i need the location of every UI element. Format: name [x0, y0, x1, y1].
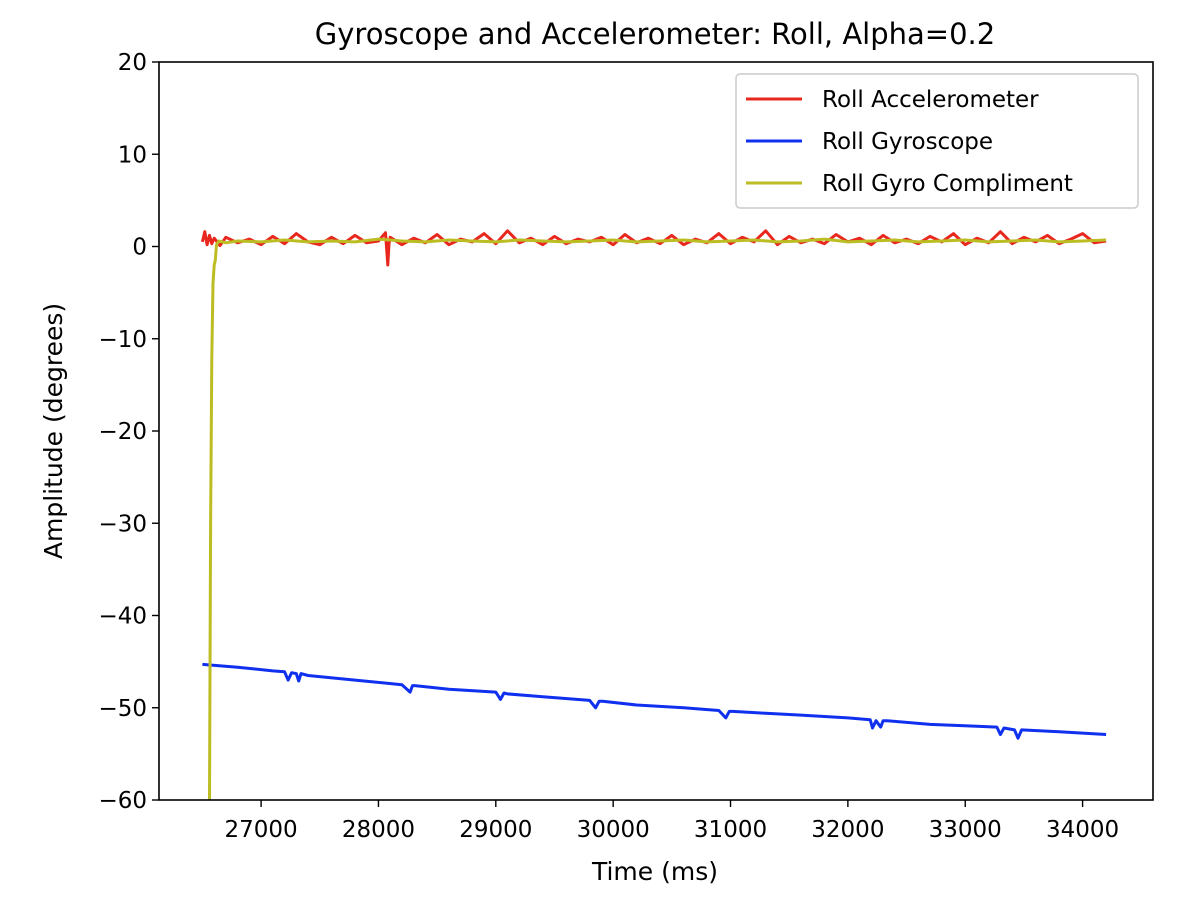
x-tick-label: 27000: [225, 817, 298, 843]
plot-area: [200, 229, 1107, 800]
chart-title: Gyroscope and Accelerometer: Roll, Alpha…: [315, 17, 995, 51]
x-tick-label: 34000: [1046, 817, 1119, 843]
x-tick-label: 30000: [577, 817, 650, 843]
y-tick-label: −60: [98, 788, 147, 814]
axes: 27000 28000 29000 30000 31000 32000 33000 34000…: [98, 50, 1154, 843]
x-tick-label: 32000: [811, 817, 884, 843]
y-axis-label: Amplitude (degrees): [39, 303, 68, 559]
series-line-1: [200, 229, 1107, 267]
legend-label-2: Roll Gyroscope: [822, 129, 993, 155]
y-tick-label: −20: [98, 419, 147, 445]
y-tick-label: −40: [98, 604, 147, 630]
series-line-2: [202, 662, 1107, 740]
series-line-3: [208, 237, 1107, 800]
x-tick-label: 33000: [929, 817, 1002, 843]
legend: Roll Accelerometer Roll Gyroscope Roll Gyr…: [735, 73, 1139, 209]
y-tick-label: 0: [132, 235, 147, 261]
x-axis-label: Time (ms): [591, 857, 718, 886]
y-tick-label: 20: [118, 50, 147, 76]
y-tick-label: −10: [98, 327, 147, 353]
y-tick-label: −30: [98, 511, 147, 537]
legend-label-1: Roll Accelerometer: [822, 87, 1039, 113]
y-tick-label: 10: [118, 142, 147, 168]
legend-label-3: Roll Gyro Compliment: [822, 171, 1073, 197]
legend-box: [735, 73, 1139, 209]
y-tick-label: −50: [98, 696, 147, 722]
x-tick-label: 31000: [694, 817, 767, 843]
x-tick-label: 28000: [342, 817, 415, 843]
x-tick-label: 29000: [459, 817, 532, 843]
series-group: [200, 229, 1107, 800]
